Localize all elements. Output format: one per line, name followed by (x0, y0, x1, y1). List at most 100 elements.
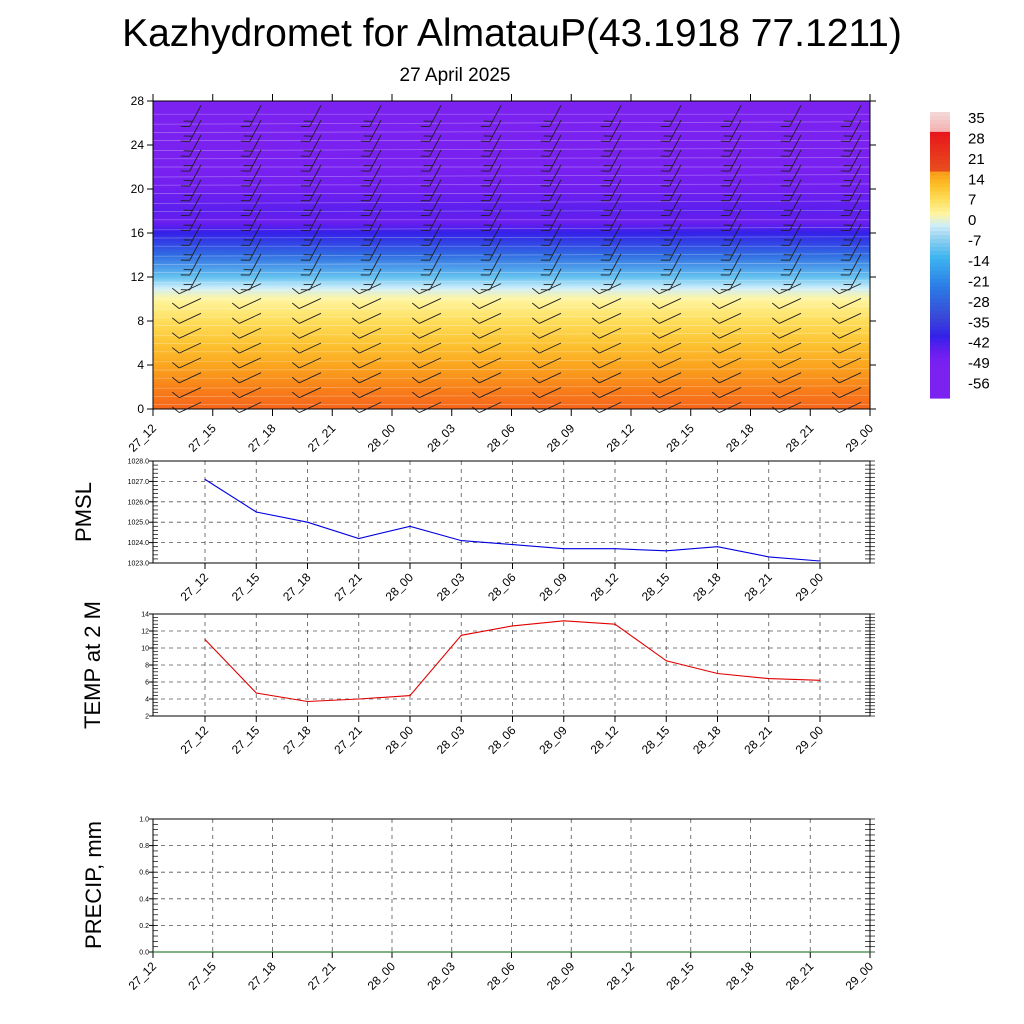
y-tick-label: 6 (145, 680, 149, 687)
wind-barb-staff (419, 372, 442, 384)
wind-barb-staff (249, 238, 262, 261)
wind-barb-flag (363, 150, 373, 152)
wind-barb (480, 149, 502, 172)
wind-barb-flag (411, 302, 420, 309)
wind-barb (540, 194, 562, 217)
wind-barb-flag (723, 194, 733, 196)
wind-barb-flag (720, 185, 730, 187)
wind-barb-staff (179, 342, 202, 354)
x-tick-label: 28_06 (485, 723, 519, 757)
wind-barb-staff (839, 342, 862, 354)
wind-barb (840, 209, 862, 231)
wind-barb-flag (720, 125, 730, 128)
wind-barb-flag (723, 283, 733, 286)
wind-barb-flag (831, 391, 840, 399)
colorbar-segment (930, 378, 950, 383)
wind-barb-flag (360, 200, 370, 202)
wind-barb-staff (369, 268, 382, 291)
contour-line (152, 271, 871, 274)
wind-barb-staff (189, 164, 202, 187)
wind-barb (171, 401, 202, 413)
wind-barb-flag (231, 347, 240, 354)
wind-barb (600, 105, 622, 128)
wind-barb-flag (840, 155, 850, 157)
wind-barb-flag (663, 135, 673, 137)
wind-barb (720, 179, 742, 202)
wind-barb (231, 372, 262, 384)
wind-barb (780, 194, 802, 217)
x-tick-label: 27_12 (126, 421, 160, 455)
wind-barb-flag (843, 150, 853, 152)
contour-line (152, 403, 871, 406)
wind-barb (840, 149, 862, 172)
wind-barb (231, 298, 262, 310)
wind-barb-staff (839, 357, 862, 369)
wind-barb-staff (659, 327, 682, 339)
wind-barb-flag (180, 244, 190, 246)
colorbar-segment (930, 338, 950, 343)
wind-barb (420, 134, 442, 157)
wind-barb-flag (480, 155, 490, 157)
wind-barb (660, 238, 682, 261)
wind-barb (480, 134, 502, 157)
wind-barb-flag (480, 244, 490, 246)
wind-barb-flag (711, 376, 720, 384)
wind-barb-flag (243, 254, 253, 256)
wind-barb (351, 401, 382, 413)
wind-barb-flag (183, 194, 193, 196)
wind-barb-flag (180, 185, 190, 187)
colorbar-segment (930, 195, 950, 200)
wind-barb-flag (663, 283, 673, 286)
wind-barb-flag (843, 165, 853, 167)
wind-barb-staff (599, 387, 622, 399)
wind-barb (360, 164, 382, 187)
wind-barb (420, 120, 442, 142)
colorbar-label: 7 (968, 192, 976, 209)
wind-barb-flag (180, 215, 190, 217)
wind-barb-staff (179, 357, 202, 369)
wind-barb-flag (783, 165, 793, 167)
wind-barb-flag (720, 140, 730, 142)
wind-barb-flag (831, 406, 840, 413)
wind-barb-flag (180, 200, 190, 202)
wind-barb (600, 238, 622, 261)
wind-barb-flag (291, 391, 300, 399)
wind-barb-staff (189, 105, 202, 127)
wind-barb-staff (719, 387, 742, 399)
wind-barb-staff (249, 253, 262, 276)
wind-barb-flag (600, 185, 610, 187)
y-tick-label: 10 (141, 646, 149, 653)
wind-barb-staff (599, 312, 622, 324)
colorbar-segment (930, 247, 950, 252)
y-tick-label: 0.4 (139, 896, 149, 903)
wind-barb (780, 120, 802, 142)
wind-barb-flag (663, 209, 673, 211)
x-tick-label: 28_12 (604, 959, 638, 993)
wind-barb-staff (309, 164, 322, 187)
wind-barb-flag (423, 209, 433, 211)
wind-barb-staff (669, 105, 682, 127)
y-axis-label: PRECIP, mm (81, 821, 106, 949)
wind-barb (540, 238, 562, 261)
colorbar-label: 14 (968, 171, 985, 188)
wind-barb-staff (719, 357, 742, 369)
x-tick-label: 27_18 (280, 570, 314, 604)
wind-barb-staff (189, 209, 202, 231)
wind-barb-staff (479, 298, 502, 310)
wind-barb-flag (423, 224, 433, 226)
y-tick-label: 1025.0 (128, 520, 150, 527)
wind-barb (531, 312, 562, 324)
wind-barb-flag (831, 332, 840, 339)
wind-barb (480, 194, 502, 217)
wind-barb-staff (369, 209, 382, 231)
wind-barb-flag (300, 215, 310, 217)
wind-barb-staff (309, 223, 322, 246)
wind-barb-flag (351, 376, 360, 384)
wind-barb-flag (603, 283, 613, 286)
wind-barb-flag (240, 155, 250, 157)
colorbar-segment (930, 262, 950, 268)
wind-barb-flag (363, 194, 373, 196)
y-tick-label: 0.0 (139, 950, 149, 957)
wind-barb-staff (549, 120, 562, 142)
wind-barb-flag (231, 287, 240, 295)
